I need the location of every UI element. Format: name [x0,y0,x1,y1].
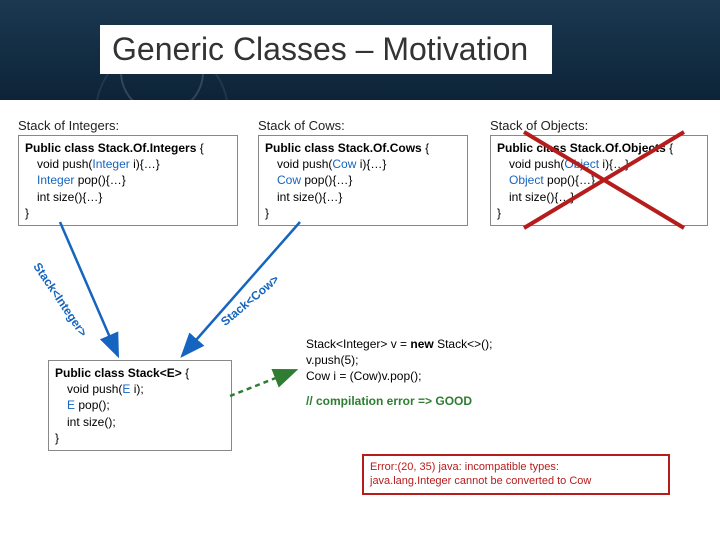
subtitle-cows: Stack of Cows: [258,118,345,133]
codebox-stack-cows: Public class Stack.Of.Cows { void push(C… [258,135,468,226]
codebox-stack-integers: Public class Stack.Of.Integers { void pu… [18,135,238,226]
codebox-stack-objects: Public class Stack.Of.Objects { void pus… [490,135,708,226]
subtitle-integers: Stack of Integers: [18,118,119,133]
subtitle-objects: Stack of Objects: [490,118,588,133]
arrow-label-cow: Stack<Cow> [218,272,282,329]
arrow-label-integer: Stack<Integer> [30,260,90,339]
page-title: Generic Classes – Motivation [100,25,552,74]
codebox-usage: Stack<Integer> v = new Stack<>(); v.push… [300,332,570,413]
codebox-generic-stack: Public class Stack<E> { void push(E i); … [48,360,232,451]
error-box: Error:(20, 35) java: incompatible types:… [362,454,670,495]
